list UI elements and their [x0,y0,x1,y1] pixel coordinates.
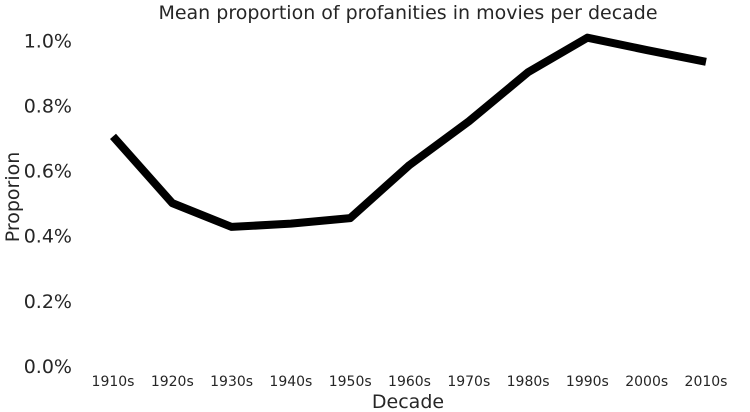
x-axis: 1910s 1920s 1930s 1940s 1950s 1960s 1970s 1980s… [92,374,728,390]
x-tick-label: 1910s [92,374,135,390]
x-tick-label: 2000s [625,374,668,390]
series-group [110,33,707,231]
x-axis-label: Decade [372,391,444,412]
y-tick-label: 0.6% [24,161,72,183]
x-tick-label: 1980s [507,374,550,390]
y-axis: 0.0% 0.2% 0.4% 0.6% 0.8% 1.0% [24,30,72,378]
x-tick-label: 1960s [388,374,431,390]
y-tick-label: 0.8% [24,95,72,117]
x-tick-label: 1940s [269,374,312,390]
x-tick-label: 1930s [210,374,253,390]
y-tick-label: 1.0% [24,30,72,52]
series-line [110,33,707,231]
y-tick-label: 0.2% [24,291,72,313]
x-tick-label: 1950s [329,374,372,390]
chart-title: Mean proportion of profanities in movies… [158,2,657,24]
x-tick-label: 2010s [685,374,728,390]
x-tick-label: 1990s [566,374,609,390]
y-tick-label: 0.0% [24,356,72,378]
y-axis-label: Proporion [2,152,24,243]
x-tick-label: 1920s [151,374,194,390]
x-tick-label: 1970s [447,374,490,390]
y-tick-label: 0.4% [24,226,72,248]
